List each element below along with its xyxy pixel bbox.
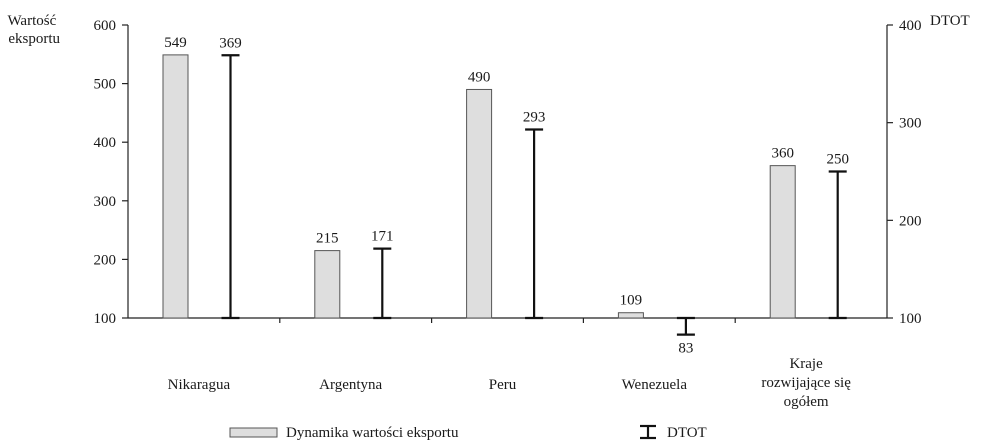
right-axis-tick-label: 400 — [899, 18, 922, 34]
category-label: Wenezuela — [622, 377, 688, 393]
dtot-value-label: 250 — [826, 152, 849, 168]
left-axis-tick-label: 100 — [94, 311, 117, 327]
legend-label-bar: Dynamika wartości eksportu — [286, 425, 459, 441]
right-axis-tick-label: 300 — [899, 116, 922, 132]
dtot-value-label: 293 — [523, 110, 546, 126]
export-bar-value-label: 549 — [164, 35, 187, 51]
legend-swatch-bar — [229, 427, 278, 438]
export-bar-value-label: 109 — [620, 293, 643, 309]
category-label: Nikaragua — [168, 377, 231, 393]
export-bar-value-label: 215 — [316, 231, 339, 247]
export-bar-value-label: 360 — [771, 146, 794, 162]
dtot-marker — [828, 170, 847, 320]
dtot-marker — [373, 247, 392, 320]
left-axis-tick-label: 300 — [94, 194, 117, 210]
export-bar — [314, 250, 341, 319]
chart-marks: 549 369 215 171 490 293 109 83 360 250 — [162, 35, 849, 357]
legend-swatch-dtot — [640, 424, 656, 440]
left-axis-tick-label: 500 — [94, 77, 117, 93]
left-axis-tick-label: 400 — [94, 135, 117, 151]
right-axis-tick-label: 200 — [899, 213, 922, 229]
dtot-marker — [221, 54, 240, 320]
export-bar — [466, 88, 493, 319]
legend: Dynamika wartości eksportu DTOT — [229, 424, 707, 441]
category-label: Peru — [489, 377, 517, 393]
category-labels: Nikaragua Argentyna Peru Wenezuela Kraje rozw… — [168, 356, 852, 410]
right-axis-title: DTOT — [930, 13, 970, 29]
export-bar — [162, 54, 189, 319]
left-axis-title-line-1: Wartość — [7, 13, 56, 29]
export-bar — [769, 165, 796, 319]
category-label: Argentyna — [319, 377, 382, 393]
axes — [127, 25, 888, 323]
left-axis-title: Wartość eksportu — [7, 13, 60, 47]
left-axis-ticks: 100 200 300 400 500 600 — [94, 18, 128, 327]
left-axis-title-line-2: eksportu — [8, 31, 60, 47]
dtot-value-label: 83 — [678, 341, 693, 357]
dtot-marker — [676, 316, 695, 336]
category-label: Kraje rozwijające się ogółem — [761, 356, 851, 410]
export-bar — [617, 312, 644, 319]
right-axis-tick-label: 100 — [899, 311, 922, 327]
export-bar-value-label: 490 — [468, 69, 491, 85]
left-axis-tick-label: 200 — [94, 252, 117, 268]
right-axis-ticks: 100 200 300 400 — [887, 18, 922, 327]
left-axis-tick-label: 600 — [94, 18, 117, 34]
dtot-value-label: 369 — [219, 35, 242, 51]
dtot-value-label: 171 — [371, 229, 394, 245]
dtot-marker — [525, 128, 544, 320]
legend-label-dtot: DTOT — [667, 425, 707, 441]
